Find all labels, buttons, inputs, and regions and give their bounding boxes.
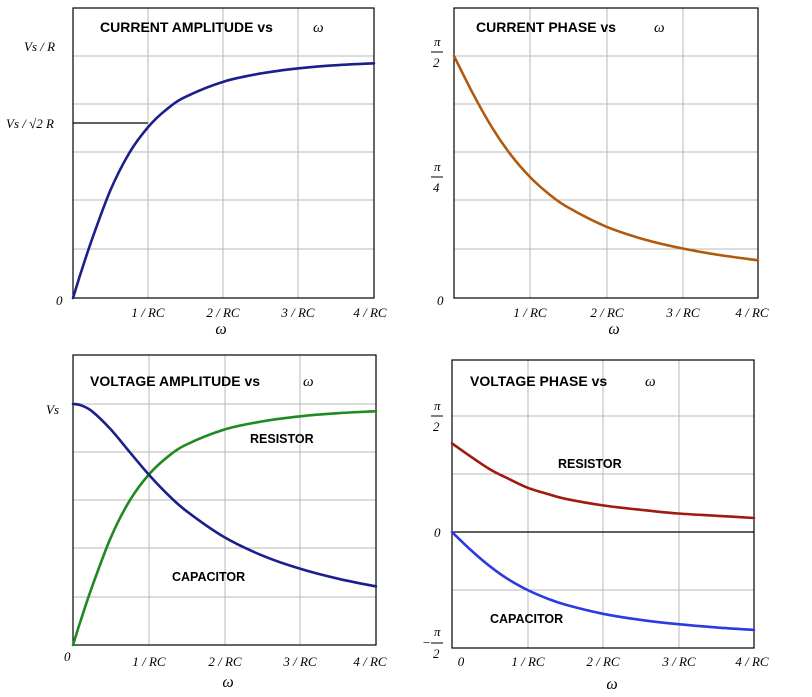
x-tick-3rc: 3 / RC bbox=[665, 305, 700, 320]
x-tick-2rc: 2 / RC bbox=[590, 305, 624, 320]
svg-text:π: π bbox=[434, 159, 441, 174]
voltage-amplitude-chart: VOLTAGE AMPLITUDE vs ω RESISTOR CAPACITO… bbox=[46, 354, 387, 691]
x-axis-label: ω bbox=[222, 674, 233, 691]
x-tick-4rc: 4 / RC bbox=[735, 305, 769, 320]
x-origin-zero: 0 bbox=[64, 649, 71, 664]
x-tick-3rc: 3 / RC bbox=[282, 654, 317, 669]
x-axis-label: ω bbox=[608, 321, 619, 338]
chart-title: CURRENT PHASE vs bbox=[476, 19, 616, 35]
title-omega: ω bbox=[313, 20, 324, 36]
x-axis-label: ω bbox=[606, 676, 617, 693]
svg-text:2: 2 bbox=[433, 419, 440, 434]
plot-frame-p4 bbox=[451, 359, 755, 649]
current-phase-chart: CURRENT PHASE vs ω π 2 π 4 0 1 / RC 2 / … bbox=[431, 7, 769, 338]
svg-text:2: 2 bbox=[433, 646, 440, 661]
x-tick-2rc: 2 / RC bbox=[208, 654, 242, 669]
grid-p3 bbox=[73, 355, 376, 645]
svg-text:π: π bbox=[434, 624, 441, 639]
chart-title: CURRENT AMPLITUDE vs bbox=[100, 19, 273, 35]
resistor-label: RESISTOR bbox=[558, 457, 622, 471]
resistor-voltage-curve bbox=[71, 409, 378, 647]
current-phase-curve bbox=[452, 54, 760, 262]
plot-frame-p2 bbox=[453, 7, 759, 299]
grid-p1 bbox=[73, 8, 374, 298]
voltage-phase-chart: VOLTAGE PHASE vs ω RESISTOR CAPACITOR π … bbox=[422, 359, 769, 693]
x-tick-1rc: 1 / RC bbox=[132, 654, 166, 669]
x-tick-3rc: 3 / RC bbox=[280, 305, 315, 320]
current-amplitude-chart: CURRENT AMPLITUDE vs ω Vs / R Vs / √2 R … bbox=[6, 7, 387, 338]
svg-text:4: 4 bbox=[433, 180, 440, 195]
x-tick-zero: 0 bbox=[458, 654, 465, 669]
y-tick-minus-pi-over-2: π − 2 bbox=[422, 624, 443, 661]
chart-title: VOLTAGE PHASE vs bbox=[470, 373, 607, 389]
x-axis-label: ω bbox=[215, 321, 226, 338]
title-omega: ω bbox=[303, 374, 314, 390]
x-tick-1rc: 1 / RC bbox=[511, 654, 545, 669]
y-tick-vs-over-root2-r: Vs / √2 R bbox=[6, 116, 54, 131]
plot-frame-p1 bbox=[72, 7, 375, 299]
svg-text:2: 2 bbox=[433, 55, 440, 70]
capacitor-phase-curve bbox=[450, 530, 756, 632]
resistor-phase-curve bbox=[450, 442, 756, 520]
title-omega: ω bbox=[654, 20, 665, 36]
current-amplitude-curve bbox=[71, 62, 376, 300]
y-tick-zero: 0 bbox=[56, 293, 63, 308]
resistor-label: RESISTOR bbox=[250, 432, 314, 446]
x-tick-4rc: 4 / RC bbox=[353, 305, 387, 320]
y-tick-zero: 0 bbox=[437, 293, 444, 308]
svg-text:π: π bbox=[434, 34, 441, 49]
y-tick-pi-over-4: π 4 bbox=[431, 159, 443, 195]
y-tick-vs-over-r: Vs / R bbox=[24, 39, 55, 54]
x-tick-2rc: 2 / RC bbox=[586, 654, 620, 669]
y-tick-pi-over-2: π 2 bbox=[431, 398, 443, 434]
x-tick-4rc: 4 / RC bbox=[353, 654, 387, 669]
y-tick-zero: 0 bbox=[434, 525, 441, 540]
x-tick-1rc: 1 / RC bbox=[513, 305, 547, 320]
x-tick-1rc: 1 / RC bbox=[131, 305, 165, 320]
y-tick-pi-over-2: π 2 bbox=[431, 34, 443, 70]
x-tick-3rc: 3 / RC bbox=[661, 654, 696, 669]
y-tick-vs: Vs bbox=[46, 402, 59, 417]
capacitor-label: CAPACITOR bbox=[172, 570, 245, 584]
grid-p4 bbox=[452, 360, 754, 648]
x-tick-2rc: 2 / RC bbox=[206, 305, 240, 320]
grid-p2 bbox=[454, 8, 758, 298]
title-omega: ω bbox=[645, 374, 656, 390]
svg-text:−: − bbox=[422, 635, 431, 650]
chart-title: VOLTAGE AMPLITUDE vs bbox=[90, 373, 260, 389]
svg-text:π: π bbox=[434, 398, 441, 413]
capacitor-voltage-curve bbox=[71, 402, 378, 588]
capacitor-label: CAPACITOR bbox=[490, 612, 563, 626]
plot-frame-p3 bbox=[72, 354, 377, 646]
x-tick-4rc: 4 / RC bbox=[735, 654, 769, 669]
